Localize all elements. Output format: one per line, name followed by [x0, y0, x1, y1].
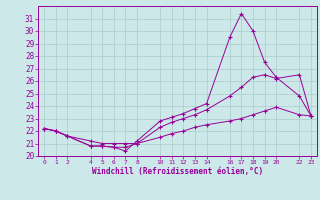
- X-axis label: Windchill (Refroidissement éolien,°C): Windchill (Refroidissement éolien,°C): [92, 167, 263, 176]
